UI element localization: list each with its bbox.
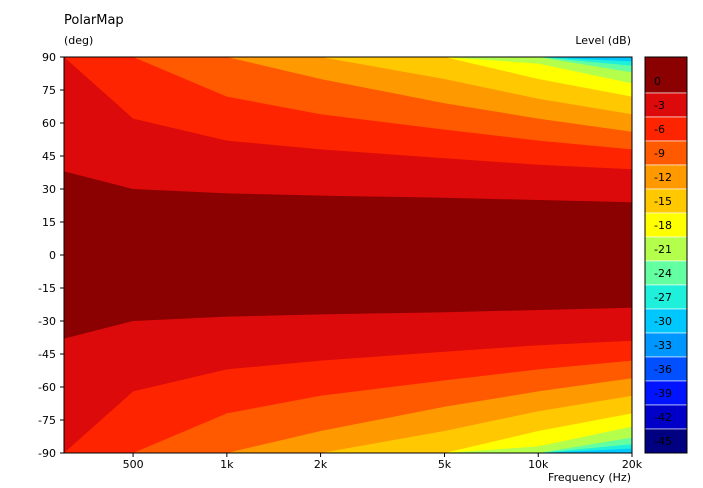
y-tick-label: 15 bbox=[42, 216, 56, 229]
y-tick-label: -75 bbox=[38, 414, 56, 427]
y-tick-label: -15 bbox=[38, 282, 56, 295]
y-tick-label: 45 bbox=[42, 150, 56, 163]
y-axis-label: (deg) bbox=[64, 34, 93, 47]
colorbar-swatch bbox=[644, 164, 688, 190]
heatmap-plot-area bbox=[63, 56, 633, 454]
y-tick-label: 90 bbox=[42, 51, 56, 64]
y-tick-label: -60 bbox=[38, 381, 56, 394]
y-axis-ticks: 90 75 60 45 30 15 0 -15 -30 -45 -60 -75 -90 bbox=[38, 51, 64, 460]
colorbar-swatch bbox=[644, 56, 688, 94]
colorbar-swatch bbox=[644, 380, 688, 406]
chart-title: PolarMap bbox=[64, 13, 124, 28]
colorbar-tick-label: -24 bbox=[654, 267, 672, 280]
colorbar-swatch bbox=[644, 116, 688, 142]
y-tick-label: 60 bbox=[42, 117, 56, 130]
colorbar-tick-label: -39 bbox=[654, 387, 672, 400]
colorbar-tick-label: -33 bbox=[654, 339, 672, 352]
colorbar-tick-label: -9 bbox=[654, 147, 665, 160]
colorbar-tick-label: -30 bbox=[654, 315, 672, 328]
colorbar-swatch bbox=[644, 140, 688, 166]
x-tick-label: 5k bbox=[438, 458, 452, 471]
colorbar-swatch bbox=[644, 404, 688, 430]
x-axis-label: Frequency (Hz) bbox=[548, 471, 631, 484]
colorbar-tick-label: -42 bbox=[654, 411, 672, 424]
colorbar-swatch bbox=[644, 356, 688, 382]
y-tick-label: 75 bbox=[42, 84, 56, 97]
colorbar-tick-label: -36 bbox=[654, 363, 672, 376]
y-tick-label: -30 bbox=[38, 315, 56, 328]
x-tick-label: 1k bbox=[220, 458, 234, 471]
y-tick-label: -90 bbox=[38, 447, 56, 460]
x-axis-ticks: 500 1k 2k 5k 10k 20k bbox=[123, 453, 643, 471]
colorbar-tick-label: -27 bbox=[654, 291, 672, 304]
y-tick-label: 30 bbox=[42, 183, 56, 196]
band-0db bbox=[64, 171, 632, 339]
colorbar-tick-label: 0 bbox=[654, 75, 661, 88]
colorbar-tick-label: -18 bbox=[654, 219, 672, 232]
y-tick-label: -45 bbox=[38, 348, 56, 361]
colorbar-tick-label: -45 bbox=[654, 435, 672, 448]
colorbar-tick-label: -6 bbox=[654, 123, 665, 136]
colorbar-label: Level (dB) bbox=[575, 34, 631, 47]
x-tick-label: 10k bbox=[528, 458, 549, 471]
colorbar: 0 -3 -6 -9 -12 -15 -18 -21 -24 -27 -30 -33 -36 -39 -42… bbox=[644, 56, 688, 454]
colorbar-tick-label: -21 bbox=[654, 243, 672, 256]
colorbar-tick-label: -12 bbox=[654, 171, 672, 184]
colorbar-swatch bbox=[644, 236, 688, 262]
colorbar-swatch bbox=[644, 428, 688, 454]
colorbar-swatch bbox=[644, 332, 688, 358]
x-tick-label: 20k bbox=[622, 458, 643, 471]
colorbar-swatch bbox=[644, 92, 688, 118]
colorbar-tick-label: -15 bbox=[654, 195, 672, 208]
colorbar-tick-label: -3 bbox=[654, 99, 665, 112]
colorbar-frame bbox=[644, 56, 688, 454]
x-tick-label: 500 bbox=[123, 458, 144, 471]
y-tick-label: 0 bbox=[49, 249, 56, 262]
x-tick-label: 2k bbox=[314, 458, 328, 471]
